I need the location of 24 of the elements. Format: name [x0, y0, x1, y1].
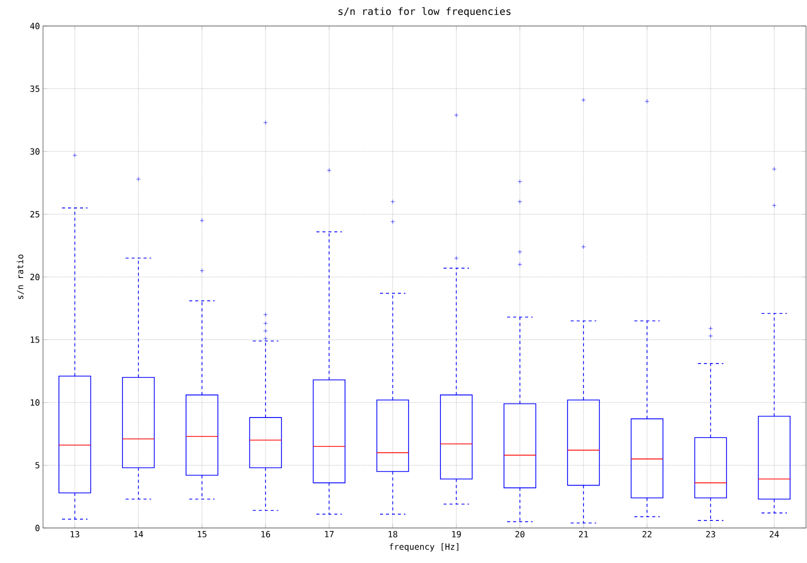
x-tick-label: 18: [388, 531, 398, 538]
chart-title: s/n ratio for low frequencies: [338, 7, 510, 17]
x-tick-label: 16: [261, 531, 270, 538]
y-tick-label: 40: [30, 22, 40, 30]
x-axis-title: frequency [Hz]: [390, 543, 458, 552]
x-tick-label: 13: [70, 531, 80, 538]
y-tick-label: 15: [30, 336, 40, 343]
y-tick-label: 0: [35, 524, 40, 532]
y-tick-label: 30: [30, 148, 40, 155]
y-axis-title: s/n ratio: [16, 254, 24, 300]
y-tick-label: 25: [30, 211, 40, 218]
x-tick-label: 22: [642, 531, 652, 538]
x-tick-label: 17: [325, 531, 334, 538]
x-tick-label: 23: [706, 531, 716, 538]
x-tick-label: 19: [452, 531, 461, 538]
y-tick-label: 35: [30, 86, 40, 92]
x-tick-label: 21: [578, 531, 588, 538]
y-tick-label: 20: [30, 274, 40, 280]
x-tick-label: 14: [134, 531, 144, 538]
y-tick-label: 10: [30, 399, 40, 406]
x-tick-label: 15: [198, 531, 206, 538]
x-tick-label: 20: [515, 531, 524, 538]
x-tick-label: 24: [770, 531, 779, 538]
y-tick-label: 5: [35, 462, 40, 468]
